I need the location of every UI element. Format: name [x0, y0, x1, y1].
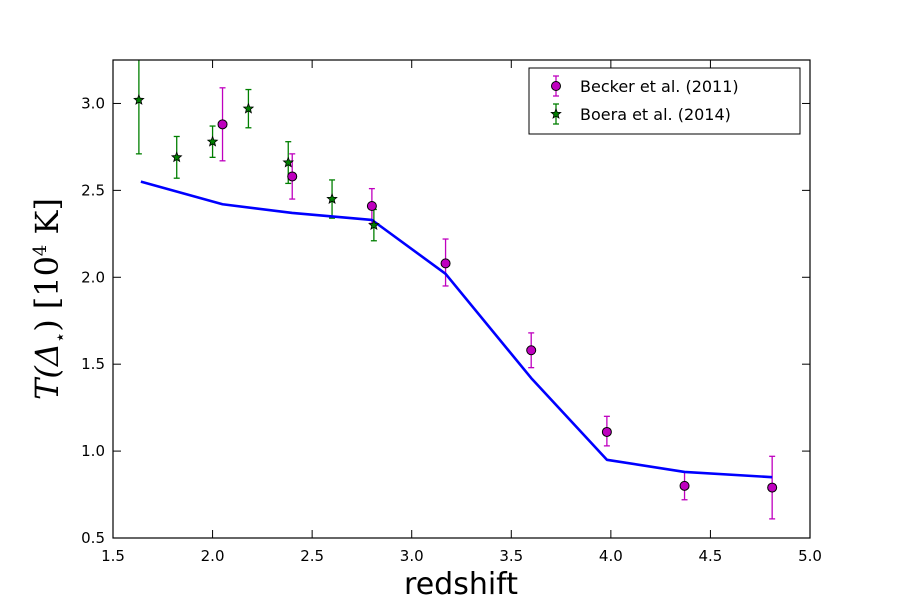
- becker-point: [366, 201, 377, 212]
- x-tick-label: 5.0: [798, 547, 822, 565]
- legend-becker-label: Becker et al. (2011): [580, 77, 739, 96]
- boera-point: [170, 151, 183, 163]
- boera-point: [206, 135, 219, 147]
- legend-entry-boera: Boera et al. (2014): [550, 103, 731, 125]
- boera-point: [282, 156, 295, 168]
- x-tick-label: 2.5: [300, 547, 324, 565]
- markers-layer: [133, 93, 778, 493]
- x-tick-label: 3.5: [499, 547, 523, 565]
- lines-layer: [140, 180, 773, 479]
- legend: Becker et al. (2011) Boera et al. (2014): [528, 67, 801, 135]
- boera-point: [368, 219, 380, 231]
- boera-point: [133, 93, 145, 105]
- ticks-layer: 1.5 2.0 2.5 3.0 3.5 4.0 4.5 5.0 0.5 1.0 1.5 2.0 2.5 3…: [81, 60, 822, 565]
- y-axis-label: T(Δ⋆)[104 K]: [28, 198, 71, 400]
- becker-point: [601, 426, 612, 437]
- y-tick-label: 1.0: [81, 442, 105, 460]
- legend-boera-marker: [550, 107, 562, 119]
- plot-area: [113, 60, 810, 538]
- becker-point: [767, 482, 778, 493]
- boera-point: [242, 102, 255, 114]
- legend-boera-label: Boera et al. (2014): [580, 105, 731, 124]
- x-tick-label: 4.5: [698, 547, 722, 565]
- x-tick-label: 1.5: [101, 547, 125, 565]
- y-tick-label: 2.0: [81, 268, 105, 286]
- y-tick-label: 1.5: [81, 355, 105, 373]
- legend-box: [528, 67, 801, 135]
- y-tick-label: 3.0: [81, 94, 105, 112]
- model-line: [140, 180, 773, 479]
- becker-point: [217, 119, 228, 130]
- y-tick-label: 2.5: [81, 181, 105, 199]
- becker-point: [526, 345, 537, 356]
- legend-becker-marker: [551, 81, 561, 91]
- legend-entry-becker: Becker et al. (2011): [551, 75, 739, 97]
- x-axis-label: redshift: [404, 567, 518, 600]
- becker-point: [440, 258, 451, 269]
- boera-point: [326, 192, 338, 204]
- x-tick-label: 2.0: [201, 547, 225, 565]
- y-tick-label: 0.5: [81, 529, 105, 547]
- becker-point: [287, 171, 298, 182]
- plot-frame: [112, 59, 811, 539]
- x-tick-label: 3.0: [400, 547, 424, 565]
- becker-point: [679, 480, 690, 491]
- x-tick-label: 4.0: [599, 547, 623, 565]
